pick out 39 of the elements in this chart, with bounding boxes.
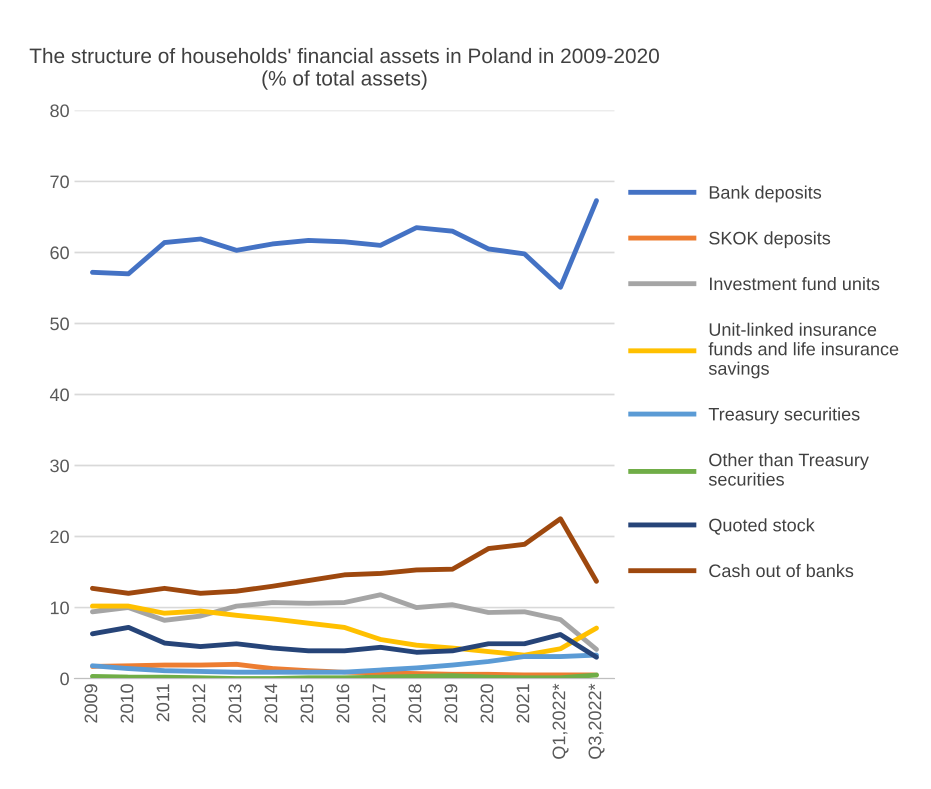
y-tick-label: 30 <box>50 459 69 472</box>
x-tick-label: 2010 <box>120 684 134 723</box>
y-tick-label: 60 <box>50 246 69 260</box>
y-tick-label: 40 <box>50 388 69 402</box>
y-tick-label: 20 <box>50 530 69 544</box>
line-series <box>90 516 599 596</box>
x-tick-label: 2017 <box>372 684 386 723</box>
x-tick-label: 2020 <box>480 684 494 723</box>
legend-label: Quoted stock <box>709 518 815 535</box>
legend-label: Cash out of banks <box>709 564 854 578</box>
y-tick-label: 0 <box>60 672 69 686</box>
y-tick-label: 70 <box>50 175 69 188</box>
line-series <box>90 604 599 658</box>
legend-label: Bank deposits <box>710 186 822 202</box>
chart-title: The structure of households' financial assets in Poland in 2009-2020 (% of total assets) <box>30 48 659 90</box>
x-tick-label: 2021 <box>516 684 530 723</box>
y-tick-label: 50 <box>50 317 69 330</box>
x-tick-label: Q1,2022* <box>552 684 569 759</box>
x-tick-label: 2011 <box>156 684 170 722</box>
x-tick-label: 2019 <box>444 684 458 723</box>
y-tick-label: 80 <box>50 104 69 118</box>
legend-label: Other than Treasury securities <box>708 453 869 486</box>
line-series <box>90 652 599 675</box>
x-tick-label: 2016 <box>336 684 350 723</box>
x-tick-label: 2014 <box>264 684 278 723</box>
x-tick-label: 2018 <box>408 684 422 723</box>
legend-label: Investment fund units <box>710 276 880 290</box>
legend-label: SKOK deposits <box>709 231 830 248</box>
x-tick-label: Q3,2022* <box>588 684 605 759</box>
line-series <box>90 592 599 652</box>
legend-label: Treasury securities <box>708 407 860 424</box>
y-tick-label: 10 <box>50 601 69 614</box>
x-tick-label: 2012 <box>192 684 206 723</box>
line-series <box>90 624 599 660</box>
legend-label: Unit-linked insurance funds and life insurance savings <box>708 322 898 378</box>
x-tick-label: 2013 <box>228 684 242 723</box>
x-tick-label: 2015 <box>300 684 314 723</box>
x-tick-label: 2009 <box>84 684 98 723</box>
line-series <box>90 198 599 290</box>
